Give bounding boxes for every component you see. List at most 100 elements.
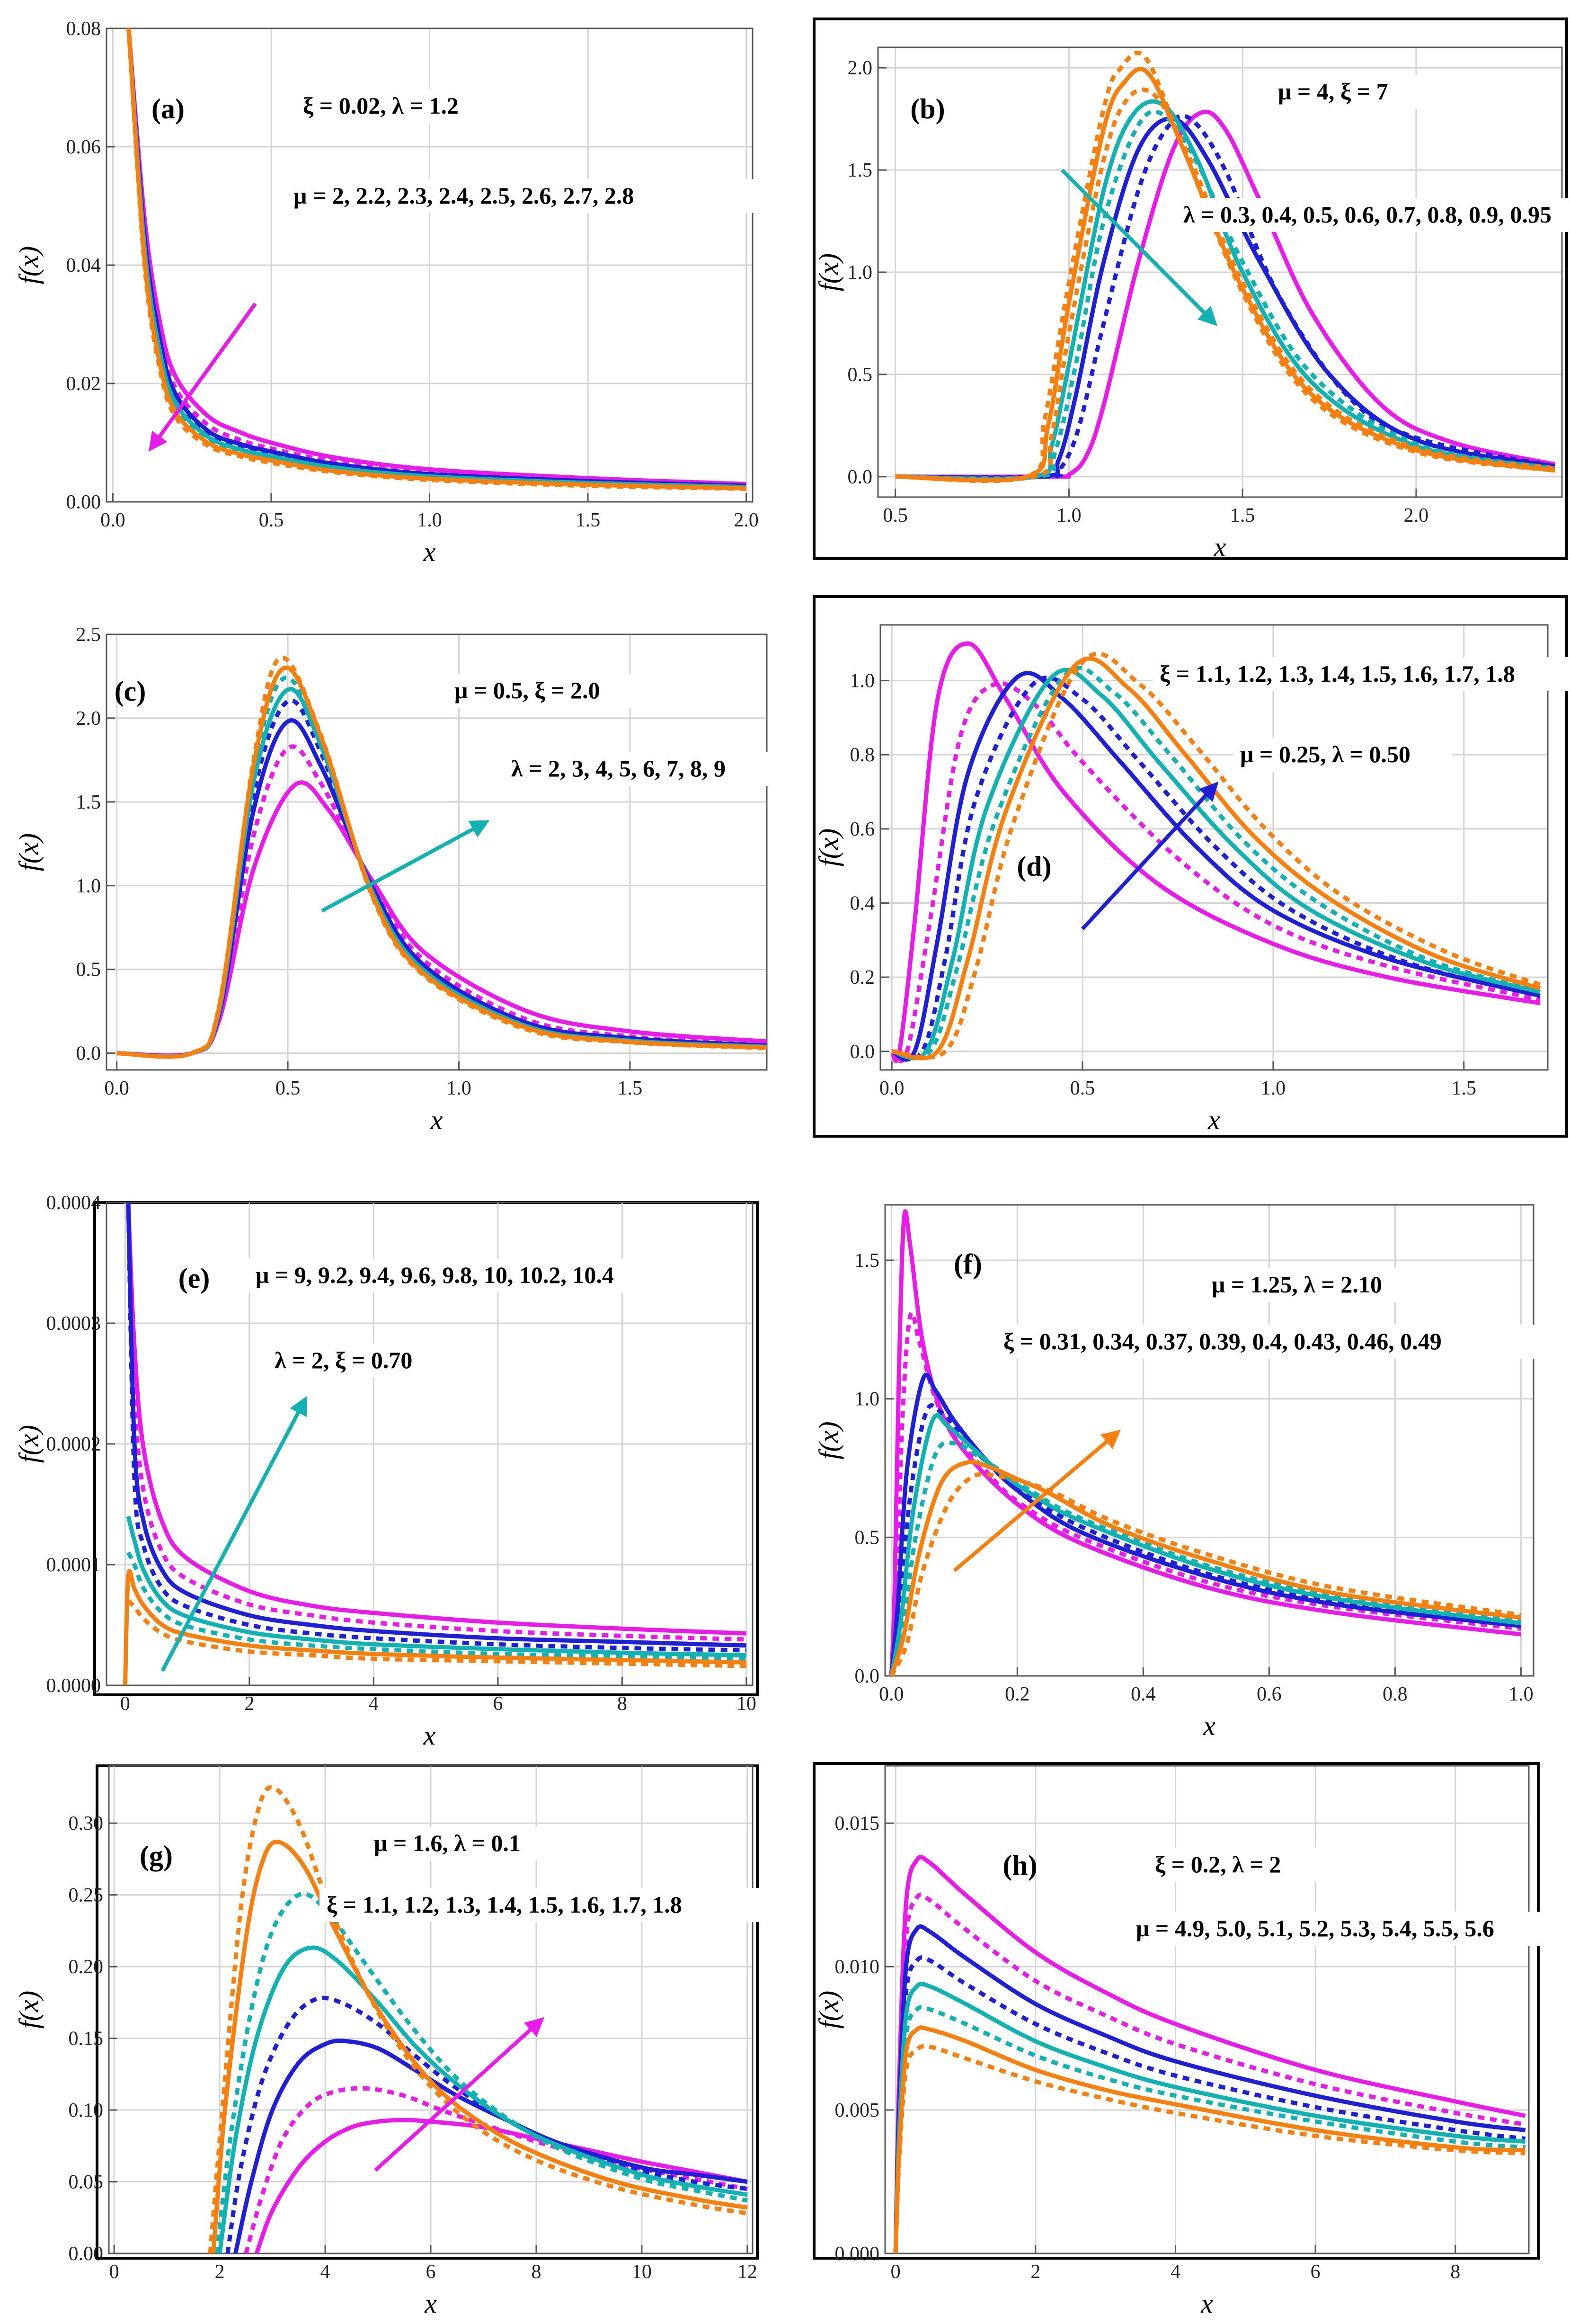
parameter-annotation: λ = 0.3, 0.4, 0.5, 0.6, 0.7, 0.8, 0.9, 0… — [1183, 201, 1552, 228]
series-line-μ=9.2 — [126, 1202, 747, 1642]
y-tick-label: 0.0 — [855, 1665, 880, 1687]
series-line-μ=5.4 — [893, 2005, 1526, 2253]
x-tick-label: 4 — [369, 1693, 379, 1715]
plot-frame — [884, 1204, 1535, 1677]
x-axis-label: x — [423, 1720, 436, 1751]
y-tick-label: 1.5 — [855, 1250, 880, 1272]
parameter-annotation: ξ = 1.1, 1.2, 1.3, 1.4, 1.5, 1.6, 1.7, 1… — [327, 1891, 682, 1918]
panel-label: (h) — [1002, 1850, 1037, 1881]
y-tick-label: 0.20 — [69, 1956, 104, 1978]
annotation-box — [296, 89, 503, 123]
series-line-μ=5.5 — [893, 2025, 1526, 2253]
series-line-ξ=0.37 — [889, 1372, 1521, 1676]
y-tick-label: 0.0 — [848, 466, 873, 488]
y-tick-label: 1.5 — [848, 160, 873, 181]
series-line-ξ=1.5 — [217, 1945, 748, 2253]
y-axis-label: f(x) — [13, 1991, 44, 2029]
trend-arrow — [953, 1429, 1121, 1572]
y-axis-label: f(x) — [13, 833, 44, 872]
series-line-μ=5.6 — [893, 2044, 1526, 2253]
y-axis-label: f(x) — [13, 246, 44, 285]
y-tick-label: 0.00 — [66, 491, 101, 513]
parameter-annotation: μ = 4, ξ = 7 — [1278, 78, 1388, 105]
y-tick-label: 1.5 — [76, 792, 101, 813]
y-tick-label: 1.0 — [855, 1389, 880, 1410]
plot-frame — [884, 1765, 1530, 2254]
x-tick-label: 1.5 — [1230, 505, 1255, 526]
x-tick-label: 1.5 — [618, 1077, 643, 1099]
annotation-box — [1233, 738, 1452, 772]
x-tick-label: 1.0 — [1261, 1077, 1286, 1099]
series-line-ξ=1.8 — [208, 1785, 748, 2253]
y-axis-label: f(x) — [813, 828, 844, 867]
y-tick-label: 0.04 — [66, 255, 101, 276]
panel-a: 0.0 0.5 1.0 1.5 2.0 0.00 0.02 0.04 0.06 0.08 x f(x)… — [13, 18, 759, 567]
parameter-annotation: μ = 1.25, λ = 2.10 — [1212, 1271, 1382, 1298]
y-tick-label: 0.0004 — [46, 1192, 101, 1214]
y-tick-label: 0.4 — [850, 893, 875, 915]
x-tick-label: 0.5 — [259, 509, 284, 531]
series-line-μ=10.4 — [126, 1599, 746, 1668]
series-line-ξ=0.39 — [889, 1403, 1521, 1676]
annotation-box — [1153, 657, 1570, 691]
series-group — [208, 1785, 748, 2253]
series-line-ξ=0.34 — [889, 1310, 1521, 1676]
y-tick-label: 0.30 — [69, 1813, 104, 1834]
y-tick-label: 0.015 — [835, 1813, 880, 1834]
series-line-λ=0.3 — [895, 109, 1556, 479]
series-line-λ=0.6 — [895, 109, 1556, 481]
y-tick-label: 0.005 — [835, 2100, 880, 2121]
x-tick-label: 6 — [1311, 2261, 1321, 2283]
panel-border — [813, 595, 1568, 1138]
x-tick-label: 0.2 — [1005, 1683, 1030, 1705]
panel-label: (e) — [178, 1263, 210, 1294]
series-line-ξ=1.2 — [890, 681, 1541, 1063]
series-line-λ=0.8 — [895, 87, 1555, 482]
y-tick-label: 0.05 — [69, 2172, 104, 2193]
x-tick-label: 1.5 — [576, 509, 601, 531]
x-tick-label: 0.8 — [1383, 1683, 1408, 1705]
series-line-μ=5.1 — [893, 1924, 1526, 2253]
parameter-annotation: ξ = 1.1, 1.2, 1.3, 1.4, 1.5, 1.6, 1.7, 1… — [1160, 660, 1515, 687]
annotation-box — [1205, 1268, 1423, 1302]
annotation-box — [267, 1344, 452, 1378]
x-tick-label: 0.0 — [100, 509, 125, 531]
x-tick-label: 0 — [891, 2261, 901, 2283]
x-tick-label: 2.0 — [734, 509, 759, 531]
y-axis-label: f(x) — [13, 1425, 44, 1463]
panel-label: (g) — [140, 1840, 173, 1871]
series-line-ξ=1.3 — [233, 2039, 748, 2253]
x-tick-label: 0.6 — [1257, 1683, 1282, 1705]
x-tick-label: 0.0 — [104, 1077, 129, 1099]
x-tick-label: 1.0 — [417, 509, 442, 531]
x-tick-label: 0 — [120, 1693, 130, 1715]
x-axis-label: x — [1200, 2288, 1213, 2319]
x-tick-label: 8 — [1450, 2261, 1460, 2283]
series-line-ξ=1.4 — [225, 1995, 748, 2253]
series-line-λ=6 — [116, 686, 767, 1059]
y-tick-label: 0.06 — [66, 136, 101, 158]
x-tick-label: 8 — [617, 1693, 627, 1715]
series-line-ξ=1.3 — [891, 671, 1541, 1062]
y-tick-label: 0.15 — [69, 2028, 104, 2050]
x-tick-label: 2 — [244, 1693, 254, 1715]
series-line-μ=5.2 — [893, 1955, 1526, 2253]
x-tick-label: 1.5 — [1451, 1077, 1476, 1099]
x-tick-label: 4 — [320, 2261, 330, 2283]
gridlines — [878, 47, 1562, 497]
y-tick-label: 1.0 — [850, 670, 875, 692]
y-tick-label: 0.5 — [855, 1527, 880, 1549]
y-tick-label: 0.2 — [850, 967, 875, 988]
y-tick-label: 0.0002 — [46, 1434, 101, 1455]
series-line-μ=10 — [126, 1551, 746, 1661]
x-tick-label: 6 — [493, 1693, 503, 1715]
parameter-annotation: λ = 2, 3, 4, 5, 6, 7, 8, 9 — [511, 755, 726, 782]
series-line-λ=8 — [116, 665, 767, 1059]
panel-h: 0 2 4 6 8 0.000 0.005 0.010 0.015 x f(x) (h) ξ = 0.2… — [813, 1762, 1570, 2319]
y-tick-label: 1.0 — [848, 262, 873, 284]
y-tick-label: 0.0 — [76, 1043, 101, 1065]
panel-label: (a) — [151, 93, 185, 125]
parameter-annotation: μ = 1.6, λ = 0.1 — [374, 1830, 521, 1856]
series-line-ξ=1.4 — [891, 675, 1541, 1060]
series-group — [893, 1855, 1526, 2253]
